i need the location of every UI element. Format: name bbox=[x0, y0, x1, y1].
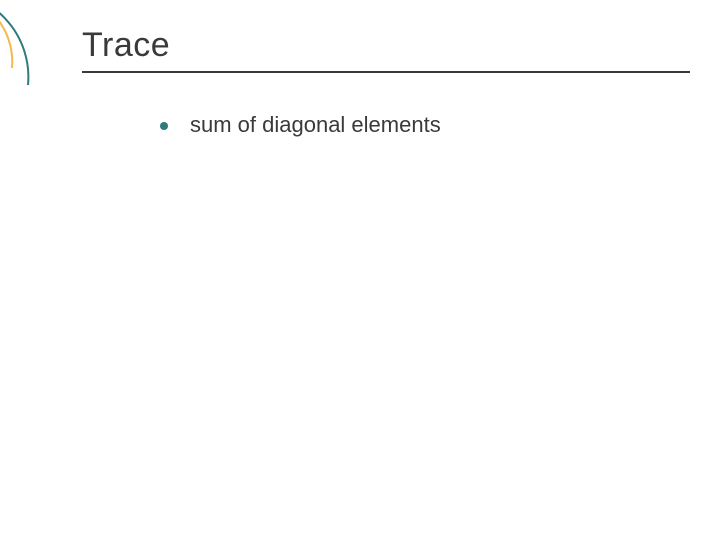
title-underline bbox=[82, 71, 690, 73]
slide-title: Trace bbox=[82, 26, 690, 65]
bullet-list: sum of diagonal elements bbox=[160, 112, 690, 152]
list-item: sum of diagonal elements bbox=[160, 112, 690, 138]
bullet-icon bbox=[160, 122, 168, 130]
title-block: Trace bbox=[82, 26, 690, 73]
bullet-text: sum of diagonal elements bbox=[190, 112, 441, 138]
